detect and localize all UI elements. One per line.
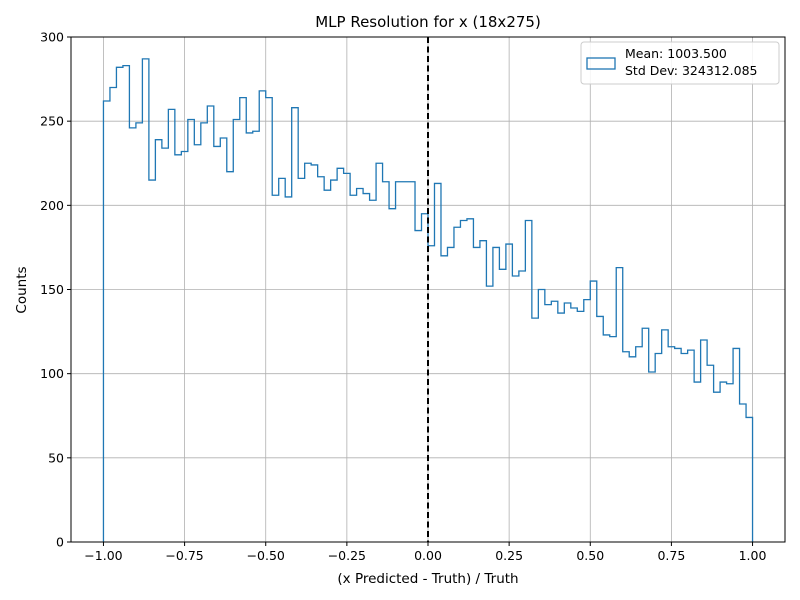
- y-tick-label: 50: [48, 450, 64, 465]
- y-tick-label: 250: [40, 114, 64, 129]
- x-tick-label: 0.00: [414, 548, 442, 563]
- y-tick-label: 200: [40, 198, 64, 213]
- x-tick-label: 1.00: [739, 548, 767, 563]
- x-tick-label: −0.75: [165, 548, 203, 563]
- x-tick-label: −0.50: [247, 548, 285, 563]
- legend-swatch: [586, 57, 616, 70]
- y-axis-ticks: 0 50 100 150 200 250 300: [40, 30, 71, 550]
- x-tick-label: 0.75: [657, 548, 685, 563]
- x-tick-label: −1.00: [84, 548, 122, 563]
- x-tick-label: −0.25: [328, 548, 366, 563]
- histogram-series: [102, 58, 754, 542]
- x-axis-label: (x Predicted - Truth) / Truth: [337, 571, 518, 587]
- y-tick-label: 100: [40, 366, 64, 381]
- y-tick-label: 0: [56, 535, 64, 550]
- legend-mean-text: Mean: 1003.500: [625, 46, 727, 61]
- x-tick-label: 0.25: [495, 548, 523, 563]
- legend-stddev-text: Std Dev: 324312.085: [625, 63, 758, 78]
- legend: Mean: 1003.500 Std Dev: 324312.085: [580, 41, 780, 85]
- chart-title: MLP Resolution for x (18x275): [315, 13, 541, 31]
- x-axis-ticks: −1.00 −0.75 −0.50 −0.25 0.00 0.25 0.50 0.75 1.00: [84, 542, 767, 563]
- x-tick-label: 0.50: [576, 548, 604, 563]
- y-tick-label: 150: [40, 282, 64, 297]
- y-axis-label: Counts: [14, 266, 30, 313]
- y-tick-label: 300: [40, 30, 64, 45]
- legend-box: [580, 41, 780, 85]
